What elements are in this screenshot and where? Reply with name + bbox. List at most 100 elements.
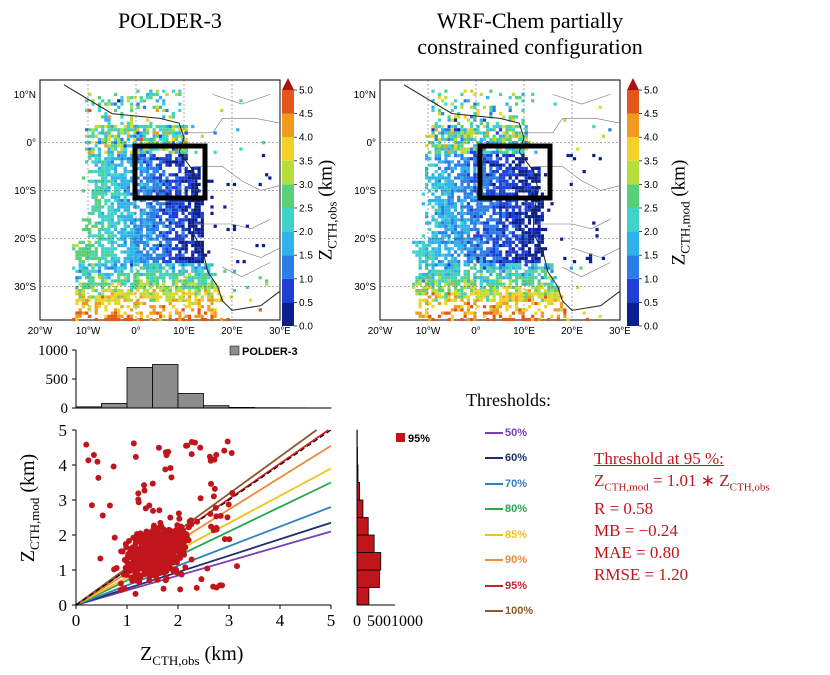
map-cell	[495, 202, 499, 206]
threshold-legend-line	[485, 457, 503, 460]
map-cell	[531, 92, 535, 97]
map-cell	[236, 128, 240, 132]
top-histogram-bar	[126, 366, 153, 409]
map-cell	[444, 221, 448, 225]
map-cell	[149, 147, 153, 151]
map-cell	[444, 147, 448, 151]
map-cell	[97, 298, 102, 302]
map-cell	[239, 99, 243, 103]
map-cell	[431, 240, 435, 244]
map-cell	[450, 160, 454, 164]
map-cell	[508, 285, 512, 289]
map-cell	[84, 224, 89, 228]
map-lat-label: 0°	[26, 138, 36, 149]
map-cell	[563, 256, 567, 261]
map-cell	[232, 182, 237, 187]
map-cell	[482, 205, 487, 209]
map-cell	[447, 224, 451, 228]
top-histogram-tick-label: 1000	[38, 343, 68, 359]
map-cell	[444, 292, 448, 296]
map-cell	[149, 298, 153, 302]
map-cell	[78, 247, 82, 251]
map-cell	[486, 153, 490, 158]
map-cell	[126, 279, 130, 283]
map-cell	[146, 266, 150, 270]
map-cell	[437, 279, 442, 283]
map-cell	[444, 215, 448, 219]
map-cell	[441, 269, 445, 273]
map-cell	[498, 147, 503, 151]
map-cell	[104, 237, 108, 241]
map-cell	[94, 198, 98, 203]
map-cell	[75, 256, 79, 261]
map-cell	[191, 253, 195, 257]
map-cell	[136, 150, 140, 154]
map-cell	[498, 282, 503, 286]
map-cell	[110, 279, 114, 283]
map-cell	[178, 160, 182, 164]
map-cell	[453, 176, 458, 180]
scatter-point	[210, 493, 217, 500]
map-cell	[447, 247, 451, 251]
map-cell	[505, 308, 509, 312]
map-cell	[130, 157, 134, 161]
map-cell	[453, 224, 458, 228]
map-cell	[107, 227, 111, 232]
map-lon-label: 10°W	[416, 326, 441, 337]
map-cell	[556, 317, 561, 322]
map-cell	[518, 179, 522, 183]
scatter-point	[229, 490, 236, 497]
map-cell	[197, 279, 201, 283]
map-cell	[207, 285, 211, 289]
scatter-point	[168, 474, 175, 481]
map-cell	[136, 234, 140, 238]
map-cell	[434, 144, 438, 148]
map-cell	[463, 218, 467, 222]
scatter-y-tick-label: 3	[59, 491, 68, 510]
map-cell	[505, 124, 509, 129]
map-cell	[187, 292, 192, 296]
map-cell	[162, 89, 166, 93]
map-cell	[486, 150, 490, 154]
map-lat-label: 10°N	[354, 90, 376, 101]
map-cell	[524, 211, 528, 216]
map-cell	[178, 153, 182, 158]
map-cell	[155, 134, 159, 138]
map-cell	[470, 237, 474, 241]
scatter-point	[188, 451, 195, 458]
map-cell	[437, 176, 442, 180]
map-cell	[81, 311, 85, 315]
map-cell	[473, 250, 477, 254]
map-cell	[133, 272, 137, 277]
map-cell	[521, 253, 525, 257]
map-cell	[502, 137, 506, 142]
map-cell	[470, 176, 474, 180]
map-cell	[518, 276, 522, 280]
map-cell	[511, 285, 516, 289]
map-cell	[547, 292, 551, 296]
scatter-x-tick-label: 2	[174, 611, 183, 630]
map-cell	[524, 173, 528, 177]
map-cell	[178, 279, 182, 283]
map-cell	[136, 137, 140, 142]
map-cell	[232, 227, 237, 232]
scatter-point	[194, 518, 201, 525]
map-cell	[498, 112, 503, 116]
map-cell	[511, 128, 516, 132]
map-cell	[229, 295, 233, 299]
map-cell	[84, 256, 89, 261]
map-cell	[152, 295, 156, 299]
map-cell	[152, 250, 156, 254]
map-lat-label: 30°S	[354, 282, 376, 293]
map-cell	[123, 186, 127, 190]
map-cell	[94, 134, 98, 138]
map-cell	[482, 311, 487, 315]
map-cell	[175, 147, 179, 151]
map-cell	[460, 105, 464, 109]
map-cell	[171, 305, 176, 309]
map-cell	[444, 234, 448, 238]
map-cell	[133, 227, 137, 232]
map-cell	[521, 234, 525, 238]
map-cell	[572, 260, 577, 264]
map-cell	[181, 227, 185, 232]
